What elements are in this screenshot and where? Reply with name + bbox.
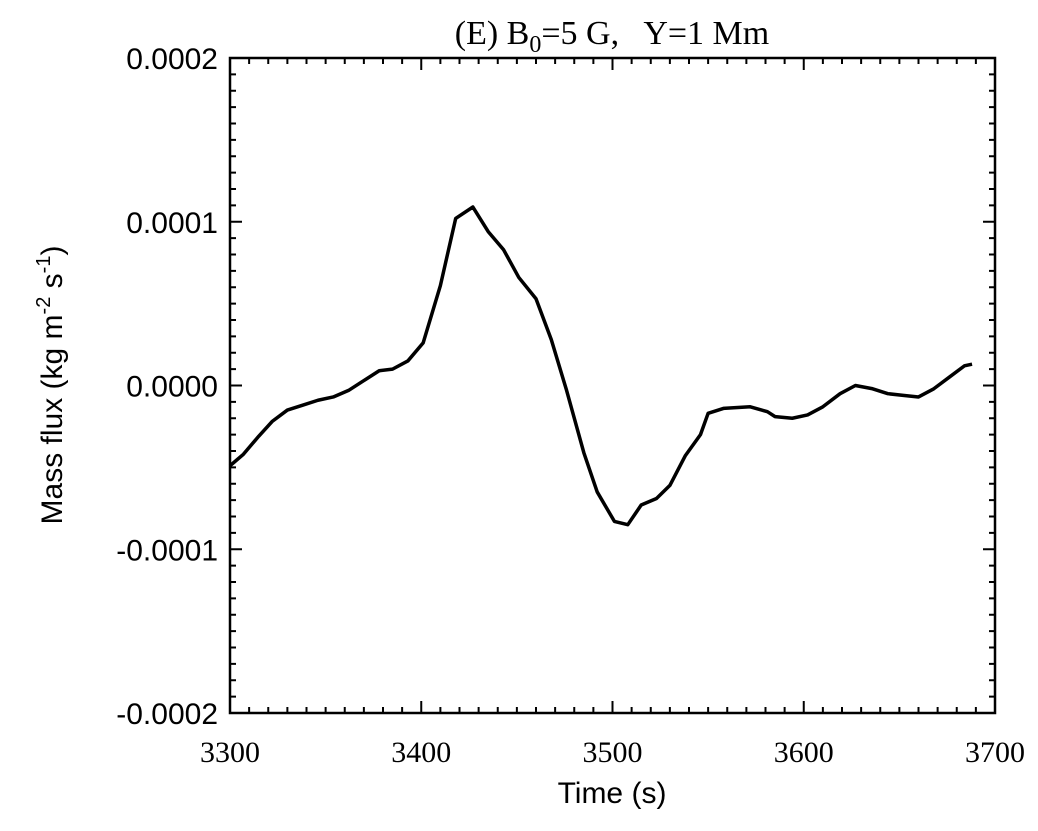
plot-frame (228, 56, 997, 715)
y-label-part: ) (36, 246, 69, 256)
y-tick-label: 0.0000 (126, 371, 218, 404)
y-label-superscript: -2 (33, 297, 55, 315)
y-tick-label: -0.0001 (116, 534, 218, 567)
x-tick-label: 3400 (391, 736, 451, 769)
chart-title: (E) B0=5 G, Y=1 Mm (455, 15, 769, 58)
x-tick-label: 3700 (965, 736, 1025, 769)
y-tick-label: 0.0002 (126, 43, 218, 76)
y-tick-label: 0.0001 (126, 207, 218, 240)
x-axis-label: Time (s) (558, 777, 667, 810)
title-part: =5 G, Y=1 Mm (541, 15, 769, 52)
x-tick-label: 3300 (200, 736, 260, 769)
y-label-superscript: -1 (33, 256, 55, 274)
data-line (228, 205, 973, 527)
title-part: (E) B (455, 15, 530, 52)
y-tick-label: -0.0002 (116, 698, 218, 731)
y-axis-label: Mass flux (kg m-2 s-1) (33, 246, 69, 525)
x-tick-label: 3600 (774, 736, 834, 769)
title-subscript: 0 (529, 32, 541, 58)
y-label-part: s (36, 273, 69, 296)
y-label-part: Mass flux (kg m (36, 314, 69, 524)
x-tick-label: 3500 (583, 736, 643, 769)
